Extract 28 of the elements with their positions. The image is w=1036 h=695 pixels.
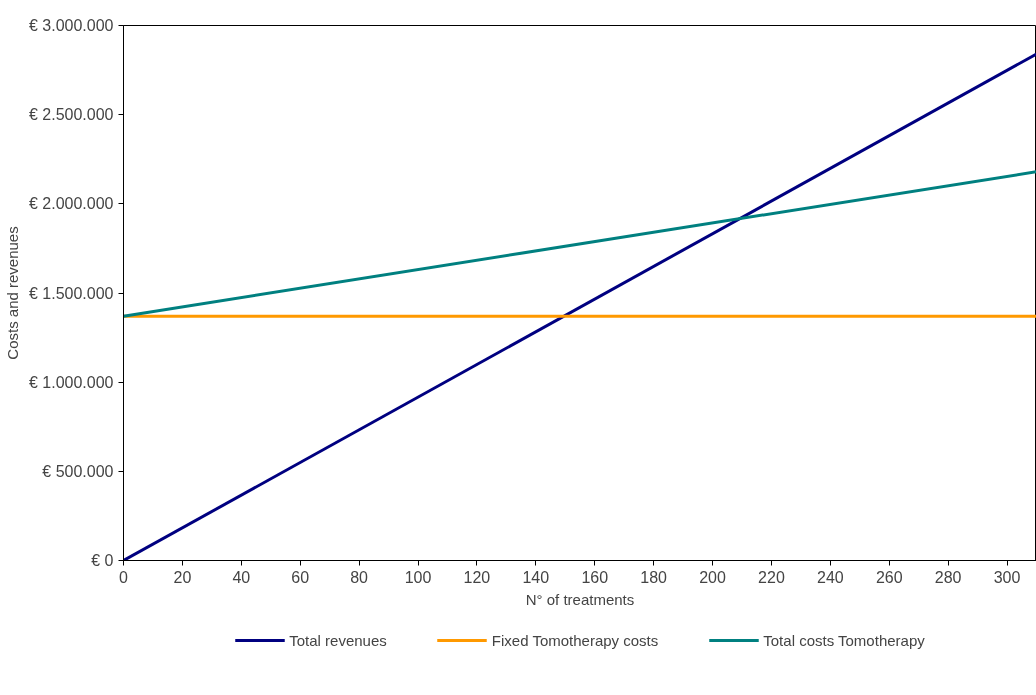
y-axis-title: Costs and revenues [3,226,21,360]
x-tick-label: 0 [119,568,129,586]
x-tick-label: 80 [350,568,369,586]
x-tick-label: 20 [173,568,192,586]
x-tick-label: 120 [463,568,491,586]
y-tick-label: € 3.000.000 [28,17,114,34]
x-tick-label: 160 [581,568,609,586]
y-tick-label: € 2.000.000 [28,195,114,213]
x-tick-label: 40 [232,568,251,586]
y-tick-label: € 500.000 [42,462,114,480]
x-tick-label: 300 [993,568,1021,586]
x-tick-label: 200 [699,568,726,586]
x-tick-label: 60 [291,568,310,586]
x-axis-title: N° of treatments [525,590,635,608]
legend-label: Fixed Tomotherapy costs [491,631,659,649]
y-tick-label: € 1.500.000 [28,284,114,302]
legend-label: Total revenues [289,631,387,649]
y-tick-label: € 2.500.000 [28,106,114,124]
x-tick-label: 260 [875,568,903,586]
x-tick-label: 100 [404,568,432,586]
y-tick-label: € 1.000.000 [28,373,114,391]
legend-label: Total costs Tomotherapy [763,631,925,649]
x-tick-label: 240 [816,568,844,586]
x-tick-label: 140 [522,568,550,586]
x-tick-label: 280 [934,568,962,586]
x-tick-label: 220 [758,568,785,586]
x-tick-label: 180 [640,568,668,586]
y-tick-label: € 0 [91,552,114,569]
